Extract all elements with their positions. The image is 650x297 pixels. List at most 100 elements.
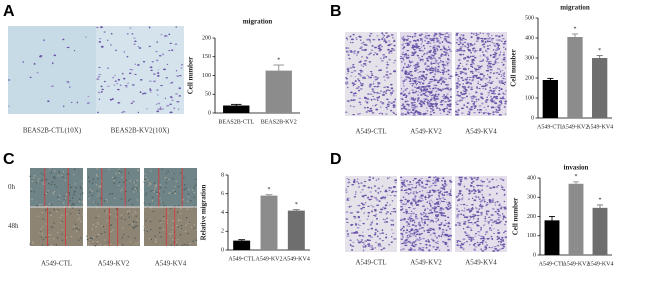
cell (418, 228, 421, 230)
cell (421, 74, 425, 77)
cell (67, 81, 70, 84)
cell (419, 200, 423, 202)
cell (440, 223, 443, 225)
cell (382, 54, 386, 56)
cell (463, 216, 467, 219)
cell (45, 178, 48, 181)
cell (480, 241, 483, 244)
cell (69, 213, 72, 215)
cell (447, 235, 450, 238)
cell (482, 224, 485, 227)
cell (422, 93, 425, 95)
cell (386, 211, 390, 213)
cell (135, 184, 137, 186)
y-tick-label: 0 (221, 247, 224, 253)
cell (375, 65, 378, 67)
cell (170, 96, 173, 98)
cell (417, 94, 420, 96)
cell (496, 200, 499, 203)
cell (105, 198, 108, 201)
cell (371, 248, 374, 250)
cell (421, 75, 425, 78)
cell (127, 213, 130, 215)
cell (169, 103, 172, 106)
cell (149, 88, 151, 91)
cell (445, 201, 448, 204)
cell (97, 177, 99, 180)
cell (376, 217, 378, 220)
cell (495, 95, 499, 98)
cell (444, 64, 447, 66)
cell (430, 199, 432, 202)
cell (345, 218, 349, 220)
cell (145, 220, 147, 222)
cell (417, 238, 419, 241)
cell (421, 246, 425, 249)
cell (417, 45, 421, 47)
cell (496, 186, 498, 188)
cell (155, 184, 157, 186)
cell (427, 85, 431, 88)
cell (435, 90, 438, 93)
cell (476, 176, 480, 179)
panel-label: D (330, 151, 342, 168)
cell (489, 72, 492, 74)
cell (428, 45, 432, 48)
cell (377, 82, 381, 84)
cell (111, 176, 114, 179)
cell (427, 69, 429, 72)
cell (383, 91, 386, 93)
cell (129, 180, 131, 182)
cell (392, 37, 394, 39)
cell (373, 86, 377, 88)
cell (173, 172, 175, 174)
cell (364, 245, 367, 247)
cell (136, 189, 139, 191)
cell (433, 184, 437, 187)
cell (466, 55, 470, 58)
cell (95, 225, 97, 228)
cell (443, 48, 447, 51)
cell (406, 236, 410, 239)
cell (364, 106, 366, 109)
cell (405, 88, 408, 90)
cell (406, 49, 410, 52)
cell (400, 107, 403, 110)
cell (415, 239, 417, 242)
cell (428, 249, 431, 252)
row-label: 48h (8, 222, 19, 230)
cell (383, 246, 386, 249)
cell (457, 103, 459, 106)
cell (136, 219, 138, 222)
cell (362, 203, 365, 206)
cell (464, 39, 467, 41)
cell (345, 47, 348, 49)
cell (159, 108, 162, 110)
cell (386, 108, 388, 111)
cell (353, 83, 356, 85)
cell (30, 188, 32, 190)
cell (412, 245, 415, 247)
cell (502, 73, 506, 75)
cell (117, 101, 121, 104)
cell (358, 101, 361, 104)
cell (408, 60, 411, 62)
cell (404, 203, 406, 206)
cell (480, 93, 483, 95)
cell (366, 101, 369, 104)
cell (491, 238, 494, 241)
cell (48, 234, 50, 236)
cell (438, 200, 440, 203)
cell (364, 97, 367, 100)
cell (415, 44, 418, 46)
cell (470, 44, 474, 46)
cell (444, 219, 447, 222)
cell (425, 243, 428, 246)
cell (151, 199, 154, 202)
cell (494, 107, 497, 109)
cell (379, 237, 381, 240)
cell (48, 203, 51, 205)
cell (448, 227, 451, 230)
cell (402, 229, 405, 232)
cell (48, 182, 50, 185)
